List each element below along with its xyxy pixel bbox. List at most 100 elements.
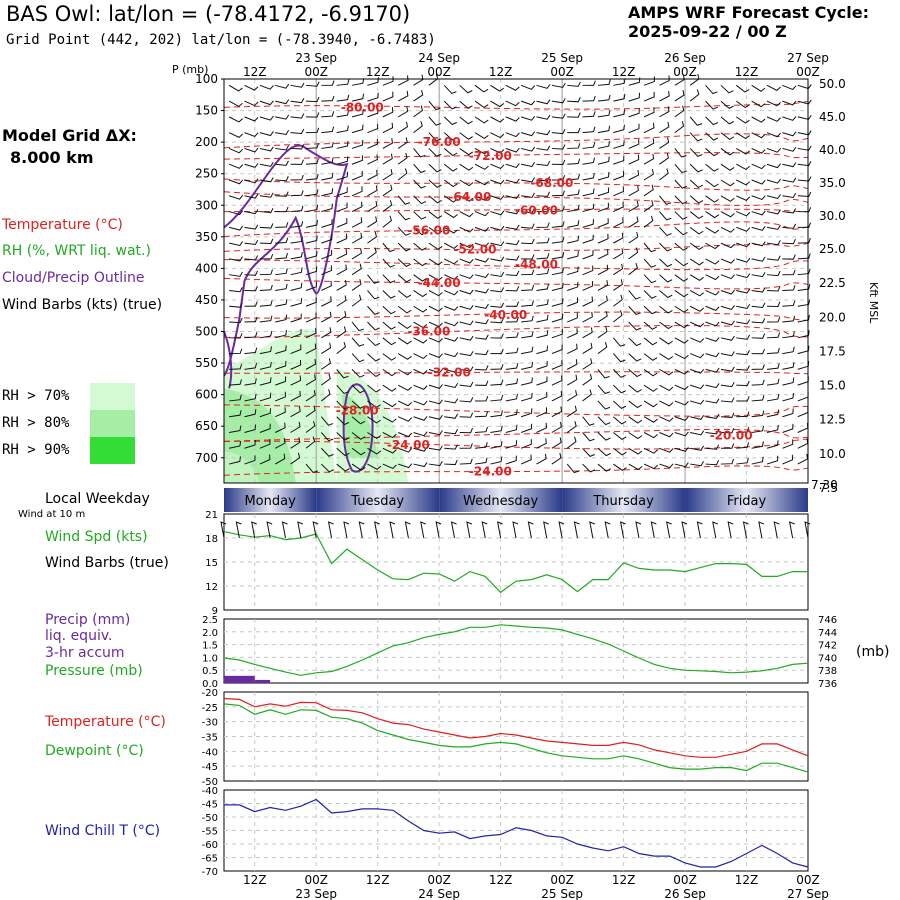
- wind-barb: [782, 346, 795, 355]
- bottom-time-tick: 00Z: [673, 873, 697, 887]
- temperature-label: Temperature (°C): [45, 714, 166, 730]
- wind-barb: [443, 179, 458, 188]
- wind-barb: [720, 163, 735, 171]
- wind-barb: [305, 81, 320, 87]
- wind-barb: [382, 305, 396, 315]
- wind-barb: [674, 321, 689, 329]
- temperature-contour: [223, 259, 809, 271]
- wind-barb: [259, 423, 271, 433]
- wind-barb: [367, 169, 378, 181]
- wind-barb: [290, 390, 301, 402]
- wind-barb: [643, 353, 658, 361]
- wind-barb: [336, 140, 349, 149]
- wind-barb: [766, 440, 779, 449]
- wind-barb: [367, 185, 378, 197]
- wind-barb: [229, 256, 243, 262]
- wind-barb: [582, 432, 595, 442]
- wind-barb: [536, 191, 550, 197]
- wind-barb: [428, 414, 443, 420]
- wind-barb: [367, 368, 381, 378]
- wind-barb: [720, 132, 735, 140]
- wind-barb: [490, 241, 505, 247]
- panel-tick-label: -30: [202, 718, 218, 729]
- wind-barb: [336, 94, 350, 102]
- wind-barb: [736, 179, 751, 186]
- wind-barb: [428, 179, 442, 188]
- wind-barb: [674, 74, 685, 86]
- wind-barb: [275, 422, 286, 433]
- wind-barb: [659, 242, 672, 252]
- wind-barb: [628, 290, 641, 300]
- wind-barb: [582, 250, 594, 260]
- wind-barb: [305, 235, 318, 244]
- wind-barb: [336, 310, 347, 323]
- wind-barb: [305, 266, 318, 276]
- temperature-contour: [223, 133, 809, 149]
- wind-barb: [228, 163, 244, 169]
- wind-barb: [290, 190, 304, 197]
- wind-barb: [674, 242, 688, 251]
- wind-barb: [413, 400, 428, 406]
- bottom-time-tick: 00Z: [304, 873, 328, 887]
- wind-barb: [643, 76, 655, 86]
- wind-barb: [736, 226, 751, 232]
- wind-barb: [674, 305, 689, 313]
- wind-barb: [259, 300, 273, 307]
- rh-core-region: [224, 451, 260, 483]
- wind-barb: [597, 400, 611, 410]
- wind-barb: [397, 90, 409, 102]
- wind-barb: [797, 361, 810, 370]
- wind-barb: [413, 74, 424, 86]
- wind-barb: [520, 115, 536, 121]
- wind-barb: [628, 384, 642, 393]
- wind-barb: [613, 248, 624, 260]
- wind-barb: [305, 96, 320, 103]
- wind-barb: [736, 426, 750, 433]
- surface-wind-barb: [788, 521, 795, 539]
- wind-barb: [797, 222, 812, 228]
- pressure-tick-label: 738: [818, 666, 837, 677]
- wind-barb: [674, 290, 689, 298]
- wind-barb: [351, 170, 363, 181]
- panel-tick-label: -40: [202, 747, 218, 758]
- wind-barb: [582, 265, 594, 276]
- wind-barb: [397, 75, 409, 86]
- temperature-contour-label: -24.00: [469, 465, 512, 479]
- wind-barb: [705, 337, 720, 342]
- wind-barb: [259, 223, 274, 229]
- wind-barb: [259, 161, 274, 167]
- wind-barb: [244, 270, 259, 276]
- wind-barb: [428, 460, 443, 467]
- wind-barb: [628, 185, 639, 197]
- wind-barb: [397, 274, 412, 283]
- wind-barb: [413, 179, 426, 189]
- wind-barb: [321, 249, 333, 260]
- wind-barb: [659, 384, 674, 391]
- wind-barb: [228, 194, 244, 200]
- legend-rh90-label: RH > 90%: [2, 442, 70, 458]
- wind-barb: [582, 327, 593, 339]
- wind-barb: [674, 384, 689, 391]
- wind-barb: [382, 337, 396, 346]
- wind-barb: [751, 226, 766, 231]
- temperature-contour: [223, 178, 809, 191]
- wind-barb: [305, 374, 316, 386]
- wind-barb: [613, 279, 623, 291]
- wind-barb: [351, 463, 366, 471]
- wind-barb: [536, 237, 550, 244]
- weekday-segment: [562, 488, 686, 512]
- wind-barb: [490, 195, 505, 200]
- wind-barb: [428, 132, 442, 142]
- wind-barb: [490, 348, 504, 355]
- wind-barb: [490, 425, 503, 433]
- wind-barb: [490, 210, 505, 216]
- wind-barb: [689, 211, 704, 220]
- wind-barb: [643, 274, 657, 284]
- wind-barb: [643, 153, 655, 165]
- wind-barb: [628, 123, 640, 134]
- wind-barb: [720, 335, 735, 341]
- temperature-contour: [223, 311, 809, 322]
- wind-barb: [444, 413, 459, 419]
- wind-barb: [613, 232, 624, 244]
- wind-barb: [474, 457, 488, 465]
